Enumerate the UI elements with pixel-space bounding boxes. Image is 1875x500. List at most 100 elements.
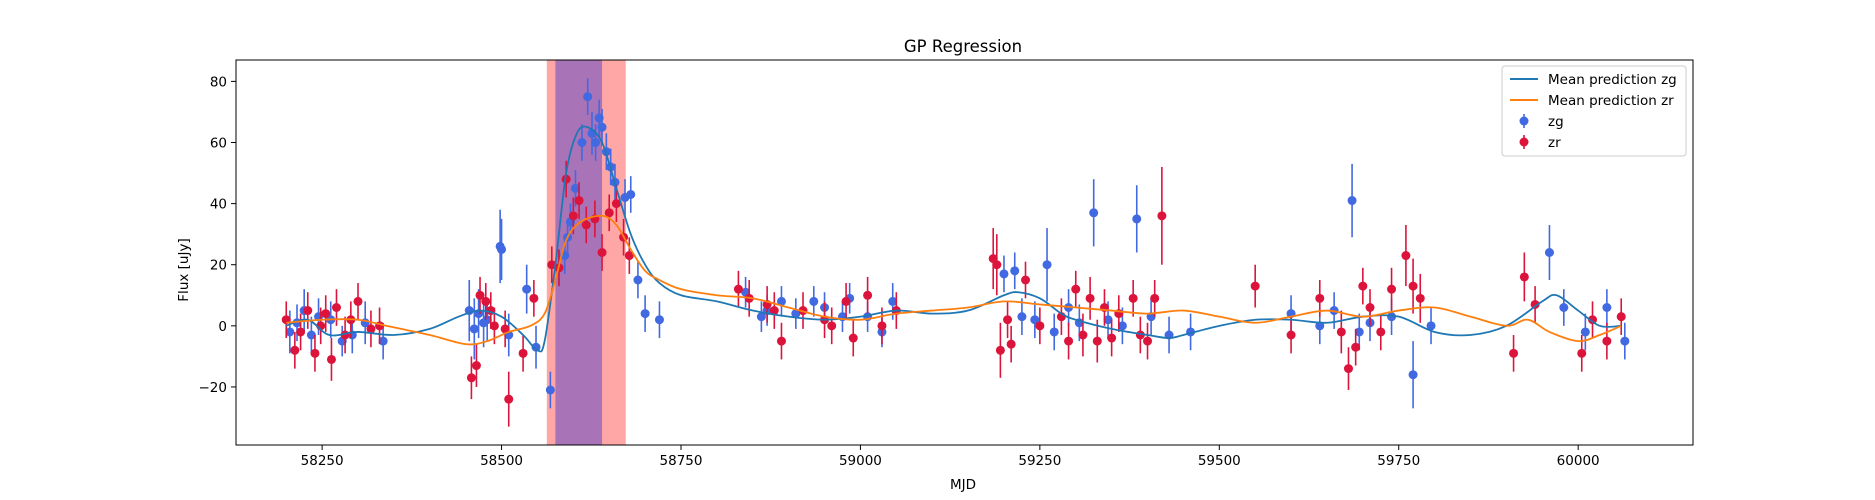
data-point-zr — [1530, 299, 1540, 309]
legend-box — [1501, 65, 1687, 157]
data-point-zr — [547, 260, 557, 270]
data-point-zr — [1415, 293, 1425, 303]
data-point-zr — [776, 336, 786, 346]
data-point-zg — [583, 92, 593, 102]
data-point-zr — [863, 290, 873, 300]
data-point-zr — [604, 208, 614, 218]
data-point-zr — [1519, 272, 1529, 282]
data-point-zg — [1544, 248, 1554, 257]
data-point-zr — [321, 309, 331, 319]
mean-lines — [285, 125, 1622, 353]
x-tick-label: 59000 — [839, 453, 882, 469]
data-point-zr — [500, 324, 510, 334]
data-points — [281, 78, 1630, 427]
mean-line-zr — [286, 214, 1622, 346]
y-axis-label: Flux [uJy] — [176, 238, 192, 301]
data-point-zr — [1336, 327, 1346, 337]
data-point-zg — [1017, 312, 1027, 322]
data-point-zr — [611, 199, 621, 209]
data-point-zr — [1387, 284, 1397, 294]
data-point-zg — [378, 336, 388, 346]
data-point-zg — [285, 327, 295, 337]
data-point-zr — [1250, 281, 1260, 291]
data-point-zg — [1426, 321, 1436, 331]
data-point-zg — [1132, 214, 1142, 224]
data-point-zr — [481, 296, 491, 306]
data-point-zr — [466, 373, 476, 383]
data-point-zg — [1103, 315, 1113, 325]
data-point-zg — [1117, 321, 1127, 331]
x-tick-label: 58500 — [480, 453, 523, 469]
data-point-zr — [366, 324, 376, 334]
data-point-zg — [1049, 327, 1059, 337]
data-point-zr — [769, 306, 779, 316]
data-point-zr — [1021, 275, 1031, 285]
data-point-zg — [1089, 208, 1099, 218]
data-point-zr — [1286, 330, 1296, 340]
data-point-zr — [995, 345, 1005, 355]
data-point-zg — [633, 275, 643, 285]
data-point-zr — [1006, 339, 1016, 349]
x-axis-label: MJD — [950, 477, 976, 493]
data-point-zg — [776, 296, 786, 306]
data-point-zr — [581, 220, 591, 230]
data-point-zr — [992, 260, 1002, 270]
legend: Mean prediction zg Mean prediction zr zg zr — [1501, 65, 1687, 157]
data-point-zr — [504, 394, 514, 404]
data-point-zr — [1358, 281, 1368, 291]
data-point-zr — [597, 248, 607, 257]
data-point-zr — [877, 321, 887, 331]
data-point-zg — [626, 189, 636, 199]
data-point-zr — [529, 293, 539, 303]
data-point-zg — [1580, 327, 1590, 337]
data-point-zr — [1343, 364, 1353, 374]
data-point-zr — [326, 354, 336, 364]
data-point-zg — [999, 269, 1009, 279]
data-point-zr — [353, 296, 363, 306]
data-point-zg — [522, 284, 532, 294]
data-point-zr — [1616, 312, 1626, 322]
y-tick-label: 0 — [218, 319, 227, 335]
y-tick-label: 60 — [210, 136, 227, 152]
data-point-zg — [1387, 312, 1397, 322]
x-tick-label: 58250 — [301, 453, 344, 469]
data-point-zg — [497, 244, 507, 254]
data-point-zg — [577, 138, 587, 147]
data-point-zg — [640, 309, 650, 319]
data-point-zg — [1010, 266, 1020, 276]
legend-swatch-point — [1519, 137, 1529, 147]
data-point-zr — [1157, 211, 1167, 221]
data-point-zr — [475, 290, 485, 300]
x-tick-label: 60000 — [1557, 453, 1600, 469]
data-point-zr — [1602, 336, 1612, 346]
x-tick-label: 59250 — [1018, 453, 1061, 469]
data-point-zg — [482, 315, 492, 325]
data-point-zr — [1071, 284, 1081, 294]
y-axis: −20 0 20 40 60 80 — [199, 74, 236, 396]
data-point-zr — [848, 333, 858, 343]
data-point-zg — [306, 330, 316, 340]
data-point-zr — [518, 348, 528, 358]
data-point-zr — [290, 345, 300, 355]
data-point-zg — [469, 324, 479, 334]
data-point-zr — [303, 306, 313, 316]
data-point-zg — [809, 296, 819, 306]
highlight-regions — [546, 60, 626, 445]
data-point-zr — [471, 361, 481, 371]
x-tick-label: 58750 — [660, 453, 703, 469]
data-point-zr — [1509, 348, 1519, 358]
data-point-zr — [489, 321, 499, 331]
plot-frame — [235, 59, 1694, 446]
data-point-zr — [1078, 330, 1088, 340]
data-point-zr — [1092, 336, 1102, 346]
y-tick-label: −20 — [199, 380, 228, 396]
data-point-zr — [574, 196, 584, 206]
data-point-zr — [568, 211, 578, 221]
x-tick-label: 59750 — [1377, 453, 1420, 469]
y-tick-label: 40 — [210, 197, 227, 213]
data-point-zr — [1085, 293, 1095, 303]
data-point-zr — [331, 303, 341, 312]
data-point-zg — [888, 296, 898, 306]
data-point-zr — [1107, 333, 1117, 343]
